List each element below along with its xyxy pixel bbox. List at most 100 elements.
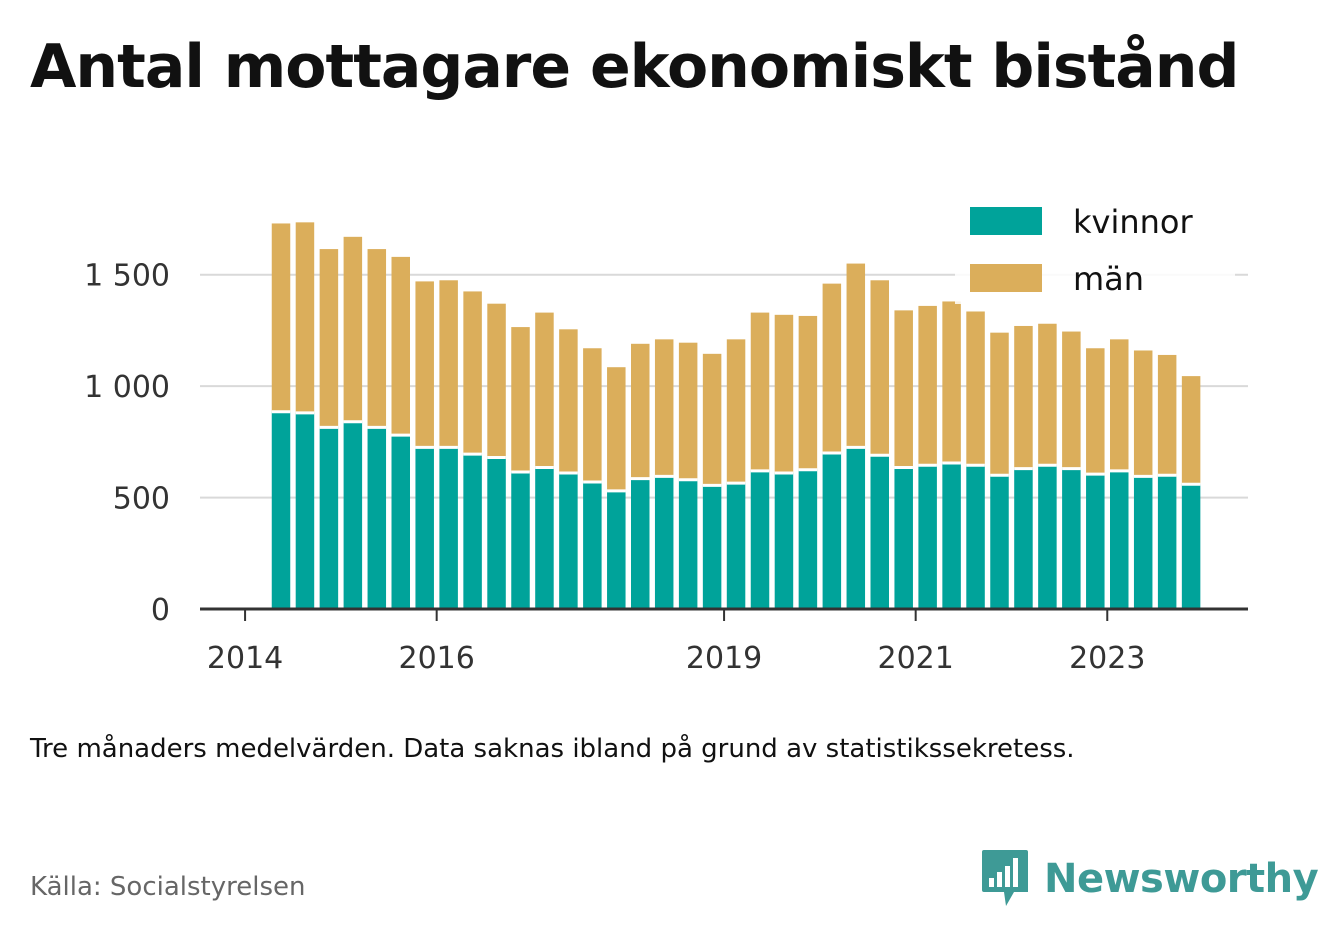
bar-man (271, 223, 291, 412)
bar-kvinnor (678, 479, 698, 609)
y-axis-ticks: 0 500 1 000 1 500 (84, 259, 170, 628)
bar-man (439, 280, 458, 448)
bar-kvinnor (702, 485, 722, 609)
bar-man (343, 236, 363, 422)
bar-man (1038, 323, 1057, 466)
y-tick-label: 0 (151, 593, 170, 628)
bar-man (1110, 339, 1129, 471)
bar-man (750, 312, 770, 471)
bar-kvinnor (487, 457, 506, 609)
bar-man (870, 280, 889, 456)
bar-man (966, 311, 985, 466)
bar-man (295, 222, 315, 413)
bar-kvinnor (1014, 468, 1033, 609)
x-tick-label: 2023 (1069, 641, 1145, 676)
brand-name: Newsworthy (1044, 856, 1319, 902)
bar-kvinnor (870, 455, 889, 609)
bar-kvinnor (391, 435, 410, 609)
legend: kvinnor män (955, 194, 1235, 304)
bar-kvinnor (1086, 474, 1105, 609)
bar-series (271, 0, 1225, 609)
legend-label: kvinnor (1073, 203, 1194, 241)
source-credit: Källa: Socialstyrelsen (30, 872, 306, 902)
x-tick-label: 2014 (207, 641, 283, 676)
bar-kvinnor (511, 471, 530, 609)
bar-kvinnor (918, 465, 937, 609)
bar-kvinnor (774, 473, 794, 609)
chart-note: Tre månaders medelvärden. Data saknas ib… (30, 734, 1075, 764)
x-tick-label: 2019 (686, 641, 762, 676)
bar-kvinnor (535, 467, 554, 609)
bar-chart-logo-icon (982, 850, 1028, 906)
bar-kvinnor (583, 481, 602, 609)
x-tick-label: 2021 (877, 641, 953, 676)
bar-man (702, 353, 722, 486)
bar-kvinnor (942, 463, 961, 609)
bar-kvinnor (798, 469, 818, 609)
bar-man (487, 303, 506, 458)
bar-man (631, 343, 650, 479)
bar-man (678, 342, 698, 480)
bar-man (511, 327, 530, 472)
chart-title: Antal mottagare ekonomiskt bistånd (30, 32, 1239, 102)
legend-swatch (970, 264, 1042, 292)
bar-man (942, 301, 961, 464)
bar-kvinnor (822, 453, 842, 609)
bar-man (654, 339, 674, 477)
legend-swatch (970, 207, 1042, 235)
y-tick-label: 1 000 (84, 370, 170, 405)
legend-label: män (1073, 260, 1144, 298)
bar-man (607, 367, 626, 491)
bar-kvinnor (846, 447, 866, 609)
bar-man (415, 281, 434, 448)
bar-kvinnor (439, 447, 458, 609)
bar-man (1133, 350, 1153, 477)
bar-man (822, 283, 842, 453)
bar-kvinnor (343, 421, 363, 609)
bar-kvinnor (631, 478, 650, 609)
bar-man (583, 348, 602, 482)
bar-man (1014, 325, 1033, 469)
bar-kvinnor (1181, 484, 1201, 609)
bar-man (894, 310, 913, 468)
bar-man (1062, 331, 1081, 469)
bar-kvinnor (1038, 465, 1057, 609)
bar-man (846, 263, 866, 448)
bar-man (559, 329, 578, 474)
bar-kvinnor (415, 447, 434, 609)
y-tick-label: 500 (113, 482, 170, 517)
bar-man (391, 256, 410, 436)
bar-kvinnor (726, 483, 746, 609)
bar-man (463, 291, 482, 455)
bar-man (774, 314, 794, 474)
bar-kvinnor (367, 427, 387, 609)
bar-kvinnor (894, 467, 913, 609)
bar-kvinnor (319, 427, 339, 609)
bar-kvinnor (990, 475, 1009, 609)
bar-man (367, 249, 387, 428)
stacked-bar-chart: 0 500 1 000 1 500 2014 2016 2019 2021 2023 kvin… (84, 0, 1248, 676)
bar-kvinnor (750, 470, 770, 609)
bar-man (726, 339, 746, 484)
bar-man (1181, 376, 1201, 485)
bar-kvinnor (1133, 476, 1153, 609)
bar-kvinnor (607, 490, 626, 609)
bar-kvinnor (271, 411, 291, 609)
x-tick-label: 2016 (398, 641, 474, 676)
bar-kvinnor (1062, 468, 1081, 609)
bar-kvinnor (1110, 470, 1129, 609)
x-axis-ticks: 2014 2016 2019 2021 2023 (207, 609, 1145, 676)
bar-man (918, 305, 937, 466)
bar-man (1157, 354, 1177, 476)
brand-logo: Newsworthy (980, 848, 1319, 910)
bar-kvinnor (654, 476, 674, 609)
bar-kvinnor (966, 465, 985, 609)
bar-man (990, 332, 1009, 476)
bar-kvinnor (295, 412, 315, 609)
bar-man (535, 312, 554, 468)
bar-kvinnor (559, 473, 578, 609)
y-tick-label: 1 500 (84, 259, 170, 294)
bar-man (319, 249, 339, 428)
bar-kvinnor (1157, 475, 1177, 609)
bar-man (1086, 348, 1105, 475)
